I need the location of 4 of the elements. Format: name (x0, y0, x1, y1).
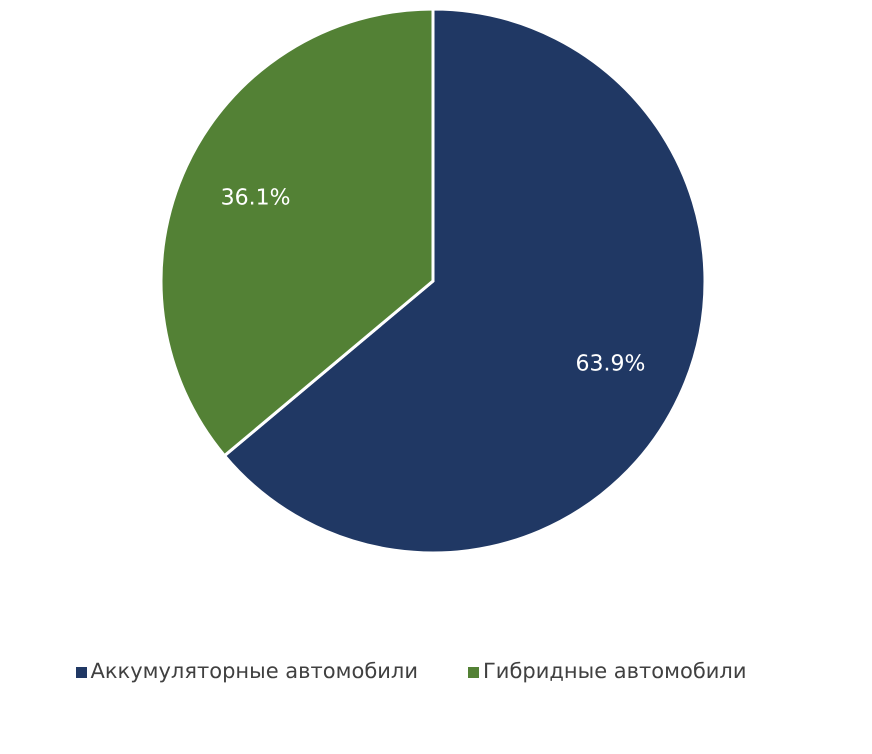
data-label: 36.1% (220, 186, 290, 211)
legend-label: Аккумуляторные автомобили (90, 659, 418, 683)
legend-label: Гибридные автомобили (483, 659, 746, 683)
data-label: 63.9% (576, 351, 646, 376)
